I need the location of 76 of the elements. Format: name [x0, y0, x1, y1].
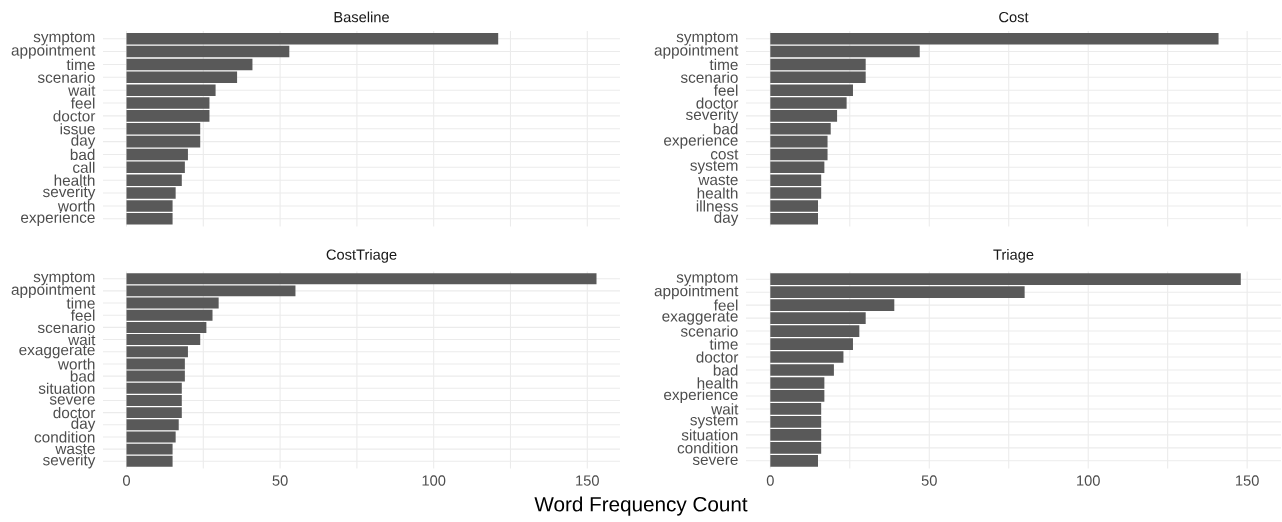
- y-tick-label: waste: [55, 444, 95, 455]
- x-tick-label: 150: [1236, 475, 1259, 486]
- chart-title: Triage: [993, 249, 1034, 263]
- y-tick-label: health: [697, 377, 738, 389]
- y-tick-label: day: [71, 417, 96, 432]
- y-tick-label: experience: [664, 134, 738, 149]
- y-tick-label: bad: [713, 364, 738, 376]
- y-tick-label: exaggerate: [19, 345, 95, 359]
- y-tick-label: health: [697, 187, 738, 199]
- y-tick-label: scenario: [680, 71, 738, 83]
- bar: [126, 58, 253, 71]
- bar: [770, 148, 828, 161]
- y-tick-label: feel: [713, 84, 738, 96]
- y-tick-label: worth: [57, 358, 95, 370]
- y-tick-label: wait: [711, 403, 739, 415]
- y-tick-label: feel: [70, 309, 95, 321]
- y-tick-label: condition: [34, 431, 95, 443]
- y-tick-label: time: [66, 58, 95, 71]
- y-tick-label: health: [54, 174, 95, 186]
- y-tick-label: situation: [681, 429, 738, 441]
- x-tick-label: 50: [921, 475, 937, 486]
- y-tick-label: doctor: [53, 406, 96, 419]
- y-tick-label: condition: [677, 442, 738, 454]
- y-tick-label: severity: [686, 108, 739, 124]
- y-tick-label: symptom: [676, 272, 738, 286]
- chart-title: Cost: [999, 11, 1029, 23]
- x-axis-title: Word Frequency Count: [534, 496, 748, 516]
- x-tick-label: 100: [1077, 475, 1100, 486]
- y-tick-label: issue: [60, 123, 95, 135]
- y-tick-label: day: [71, 134, 96, 149]
- y-tick-label: illness: [696, 200, 738, 212]
- y-tick-label: doctor: [696, 351, 739, 363]
- y-tick-label: worth: [57, 200, 95, 212]
- y-tick-label: experience: [664, 388, 738, 404]
- x-tick-label: 150: [576, 475, 599, 486]
- x-tick-label: 0: [122, 475, 130, 486]
- y-tick-label: doctor: [53, 110, 96, 122]
- y-tick-label: severity: [42, 185, 96, 201]
- bar: [770, 58, 866, 71]
- y-tick-label: bad: [70, 370, 95, 382]
- y-tick-label: scenario: [37, 71, 95, 83]
- bar: [126, 148, 188, 161]
- y-tick-label: severe: [692, 456, 738, 466]
- y-tick-label: symptom: [676, 32, 738, 46]
- x-tick-label: 100: [422, 475, 446, 486]
- x-tick-label: 50: [272, 475, 288, 486]
- y-tick-label: wait: [68, 84, 96, 96]
- chart-title: Baseline: [334, 11, 389, 23]
- y-tick-label: time: [709, 338, 738, 350]
- y-tick-label: scenario: [37, 321, 95, 334]
- y-tick-label: appointment: [654, 285, 739, 300]
- y-tick-label: time: [709, 58, 738, 71]
- x-tick-label: 0: [766, 475, 774, 486]
- y-tick-label: system: [690, 160, 738, 174]
- y-tick-label: appointment: [654, 44, 739, 59]
- y-tick-label: doctor: [696, 97, 739, 109]
- y-tick-label: system: [690, 415, 738, 429]
- chart-title: CostTriage: [326, 249, 397, 263]
- y-tick-label: feel: [70, 97, 95, 109]
- y-tick-label: exaggerate: [662, 311, 738, 325]
- y-tick-label: wait: [68, 333, 96, 346]
- y-tick-label: time: [66, 297, 95, 309]
- y-tick-label: symptom: [33, 32, 95, 46]
- y-tick-label: severity: [42, 454, 96, 469]
- y-tick-label: waste: [698, 175, 738, 186]
- y-tick-label: appointment: [11, 44, 96, 59]
- y-tick-label: feel: [713, 299, 738, 311]
- y-tick-label: severe: [49, 396, 95, 405]
- y-tick-label: bad: [713, 123, 738, 135]
- y-tick-label: scenario: [680, 325, 738, 337]
- y-tick-label: call: [73, 161, 95, 173]
- y-tick-label: bad: [70, 148, 95, 161]
- y-tick-label: situation: [38, 382, 95, 394]
- y-tick-label: day: [714, 211, 739, 226]
- y-tick-label: experience: [21, 211, 95, 226]
- y-tick-label: cost: [710, 149, 739, 160]
